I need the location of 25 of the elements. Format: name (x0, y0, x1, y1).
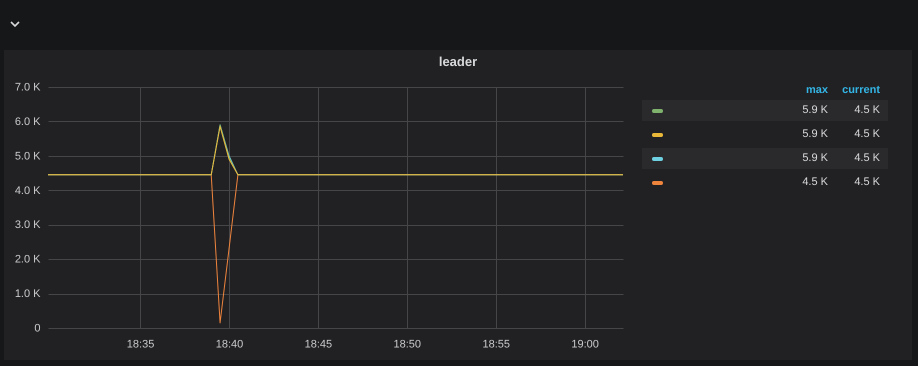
y-tick-label: 0 (34, 322, 40, 334)
x-tick-label: 18:35 (126, 338, 154, 350)
text: 4.5 K (854, 128, 880, 140)
text: 4.5 K (854, 152, 880, 164)
x-tick-label: 18:40 (216, 338, 244, 350)
y-tick-label: 4.0 K (14, 184, 42, 197)
text: current (842, 84, 880, 96)
text: 5.9 K (802, 104, 828, 116)
text: 5.9 K (802, 152, 828, 164)
text: 4.5 K (802, 176, 828, 188)
x-tick-label: 18:45 (304, 338, 332, 350)
y-tick-label: 7.0 K (14, 82, 42, 94)
y-tick-label: 6.0 K (14, 116, 42, 128)
x-tick-label: 19:00 (571, 338, 599, 350)
x-tick-label: 18:50 (393, 338, 422, 350)
text: 4.5 K (854, 176, 880, 188)
chart-title: leader (438, 54, 478, 69)
y-tick-label: 3.0 K (14, 219, 42, 232)
text: 4.5 K (854, 104, 880, 116)
text: max (806, 84, 828, 96)
y-tick-label: 5.0 K (14, 150, 42, 162)
y-tick-label: 1.0 K (14, 288, 42, 300)
y-tick-label: 2.0 K (14, 254, 42, 266)
text: 5.9 K (802, 128, 828, 140)
x-tick-label: 18:55 (482, 338, 510, 350)
